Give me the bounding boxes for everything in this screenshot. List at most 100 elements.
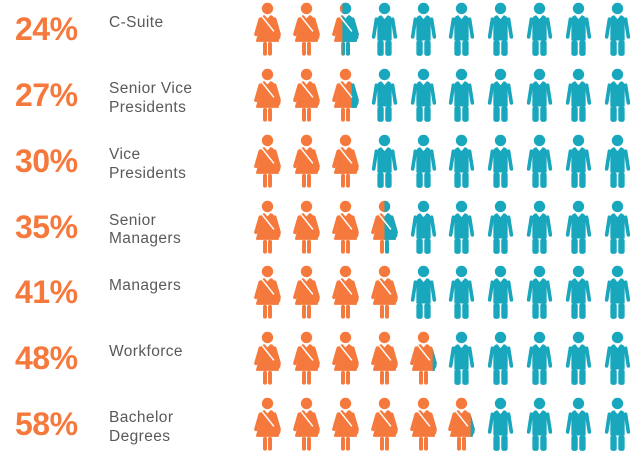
man-icon [604, 200, 631, 254]
woman-icon [293, 266, 320, 320]
man-icon [565, 332, 592, 386]
woman-partial-icon [409, 332, 437, 385]
woman-partial-icon [331, 2, 359, 56]
row-category-label: Bachelor Degrees [109, 409, 174, 446]
row-percent-value: 48% [15, 340, 78, 377]
row-icon-strip [245, 0, 638, 58]
row-category-label: Vice Presidents [109, 145, 187, 182]
man-icon [565, 397, 592, 451]
man-icon [449, 2, 475, 56]
man-icon [604, 397, 631, 451]
man-icon [371, 134, 397, 188]
chart-row: 24% C-Suite [0, 0, 638, 66]
man-icon [526, 2, 553, 56]
chart-row: 30% Vice Presidents [0, 132, 638, 198]
man-icon [565, 266, 592, 320]
row-category-label: Senior Managers [109, 211, 182, 248]
woman-icon [370, 397, 398, 451]
woman-partial-icon [370, 200, 398, 254]
row-percent-value: 35% [15, 208, 78, 245]
chart-row: 41% Managers [0, 263, 638, 329]
man-icon [371, 2, 397, 56]
row-category-label: Senior Vice Presidents [109, 79, 193, 116]
man-icon [449, 134, 475, 188]
row-category-label: C-Suite [109, 14, 164, 31]
man-icon [488, 134, 514, 188]
man-icon [410, 68, 436, 122]
woman-icon [331, 332, 359, 385]
row-icon-strip [245, 395, 638, 453]
man-icon [526, 134, 553, 188]
woman-icon [370, 266, 398, 320]
row-icon-strip [245, 329, 638, 387]
man-icon [488, 266, 514, 320]
chart-row: 48% Workforce [0, 329, 638, 395]
woman-icon [254, 266, 281, 320]
man-icon [604, 266, 631, 320]
man-icon [526, 332, 553, 386]
row-icon-strip [245, 263, 638, 321]
woman-icon [331, 266, 359, 320]
row-icon-strip [245, 132, 638, 190]
chart-row: 35% Senior Managers [0, 198, 638, 264]
man-icon [604, 134, 631, 188]
man-icon [449, 266, 475, 320]
man-icon [488, 200, 514, 254]
man-icon [526, 266, 553, 320]
man-icon [488, 332, 514, 386]
man-icon [449, 332, 475, 386]
chart-row: 58% Bachelor Degrees [0, 395, 638, 461]
woman-icon [254, 397, 281, 451]
man-icon [371, 68, 397, 122]
woman-icon [293, 2, 320, 56]
man-icon [604, 332, 631, 386]
woman-icon [370, 332, 398, 385]
woman-icon [254, 200, 281, 254]
woman-partial-icon [331, 68, 359, 122]
woman-icon [331, 200, 359, 254]
row-percent-value: 24% [15, 11, 78, 47]
man-icon [449, 200, 475, 254]
man-icon [488, 2, 514, 56]
man-icon [410, 2, 436, 56]
man-icon [526, 200, 553, 254]
row-percent-value: 41% [15, 274, 78, 311]
woman-icon [331, 397, 359, 451]
man-icon [410, 134, 436, 188]
man-icon [410, 200, 436, 254]
row-category-label: Managers [109, 277, 182, 295]
man-icon [410, 266, 436, 320]
woman-icon [293, 68, 320, 122]
row-percent-value: 27% [15, 76, 78, 113]
woman-icon [293, 134, 320, 188]
woman-icon [254, 68, 281, 122]
woman-icon [293, 332, 320, 385]
row-percent-value: 58% [15, 406, 78, 443]
row-icon-strip [245, 198, 638, 256]
man-icon [526, 68, 553, 122]
man-icon [488, 68, 514, 122]
woman-icon [254, 332, 281, 385]
woman-partial-icon [448, 397, 476, 451]
chart-row: 27% Senior Vice Presidents [0, 66, 638, 132]
man-icon [488, 397, 514, 451]
man-icon [565, 134, 592, 188]
woman-icon [293, 397, 320, 451]
woman-icon [254, 2, 281, 56]
woman-icon [409, 397, 437, 451]
man-icon [604, 68, 631, 122]
man-icon [565, 200, 592, 254]
row-percent-value: 30% [15, 142, 78, 179]
man-icon [604, 2, 631, 56]
woman-icon [293, 200, 320, 254]
man-icon [565, 2, 592, 56]
man-icon [449, 68, 475, 122]
man-icon [565, 68, 592, 122]
woman-icon [254, 134, 281, 188]
man-icon [526, 397, 553, 451]
row-category-label: Workforce [109, 343, 183, 361]
row-icon-strip [245, 66, 638, 124]
woman-icon [331, 134, 359, 188]
